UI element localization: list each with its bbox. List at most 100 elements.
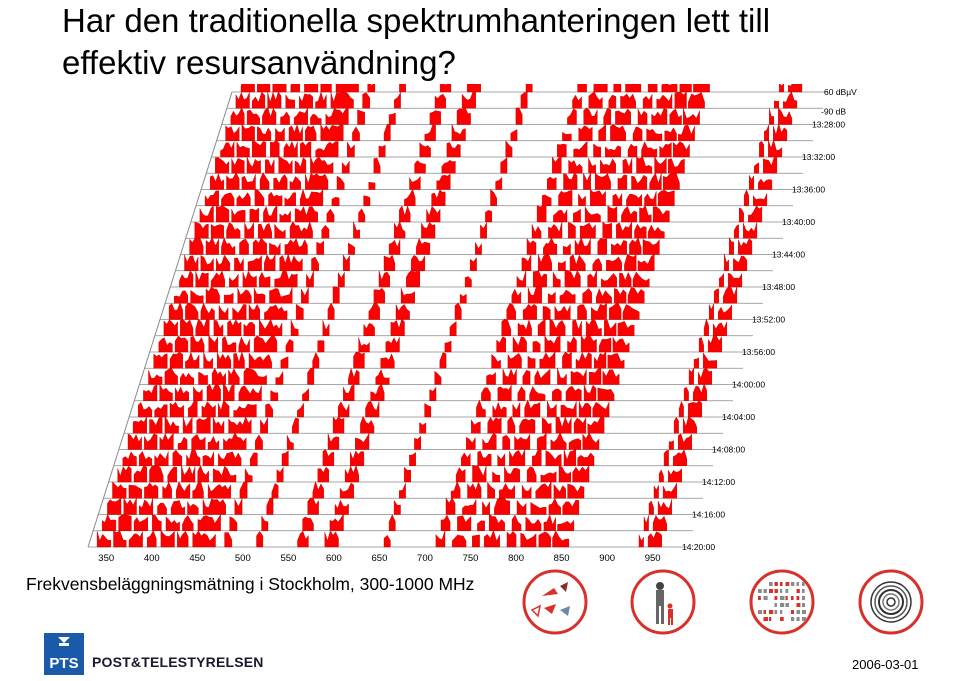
spectrum-trace xyxy=(348,242,355,255)
spectrum-trace xyxy=(597,237,607,255)
spectrum-trace xyxy=(542,417,552,434)
spectrum-trace xyxy=(353,221,360,239)
spectrum-trace xyxy=(383,123,391,141)
spectrum-trace xyxy=(554,305,571,320)
spectrum-trace xyxy=(270,140,280,158)
spectrum-trace xyxy=(234,257,244,271)
spectrum-trace xyxy=(519,418,536,434)
spectrum-trace xyxy=(206,383,221,401)
spectrum-trace xyxy=(248,303,260,320)
spectrum-trace xyxy=(225,125,240,141)
spectrum-trace xyxy=(548,221,563,239)
spectrum-trace xyxy=(174,335,189,353)
spectrum-trace xyxy=(259,271,271,288)
barcode-bar xyxy=(796,589,800,593)
spectrum-trace xyxy=(568,222,576,239)
spectrum-trace xyxy=(525,84,533,93)
spectrum-trace xyxy=(184,254,199,271)
spectrum-trace xyxy=(336,175,345,190)
spectrum-trace xyxy=(744,189,749,206)
spectrum-trace xyxy=(693,383,707,401)
time-label: 13:56:00 xyxy=(742,347,775,357)
spectrum-trace xyxy=(496,336,506,353)
spectrum-trace xyxy=(527,355,536,369)
spectrum-trace xyxy=(341,160,350,174)
spectrum-trace xyxy=(553,483,566,499)
spectrum-trace xyxy=(195,318,210,336)
spectrum-trace xyxy=(549,318,566,336)
spectrum-trace xyxy=(414,435,421,450)
spectrum-trace xyxy=(624,253,637,271)
spectrum-trace xyxy=(113,530,127,548)
spectrum-trace xyxy=(526,237,537,255)
spectrum-trace xyxy=(584,206,601,223)
spectrum-trace xyxy=(280,356,289,369)
spectrum-trace xyxy=(203,352,213,369)
spectrum-trace xyxy=(320,123,344,141)
spectrum-trace xyxy=(170,500,185,515)
spectrum-trace xyxy=(357,109,365,125)
spectrum-trace xyxy=(244,222,254,239)
spectrum-trace xyxy=(582,288,592,304)
spectrum-trace xyxy=(477,520,485,531)
spectrum-trace xyxy=(577,304,587,320)
spectrum-trace xyxy=(434,93,446,109)
spectrum-trace xyxy=(610,123,626,141)
spectrum-trace xyxy=(207,484,231,499)
spectrum-trace xyxy=(591,303,607,320)
spectrum-trace xyxy=(524,399,541,418)
spectrum-trace xyxy=(482,500,490,515)
spectrum-trace xyxy=(563,243,571,255)
spectrum-trace xyxy=(632,271,650,288)
spectrum-trace xyxy=(186,448,201,466)
spectrum-trace xyxy=(200,255,214,271)
spectrum-trace xyxy=(563,448,576,466)
spectrum-trace xyxy=(285,339,294,353)
spectrum-trace xyxy=(238,385,262,401)
barcode-bar xyxy=(796,603,801,607)
spectrum-trace xyxy=(123,497,137,515)
spectrum-trace xyxy=(164,415,179,434)
spectrum-trace xyxy=(588,157,596,174)
spectrum-trace xyxy=(380,353,395,369)
spectrum-trace xyxy=(160,529,175,548)
spectrum-trace xyxy=(451,124,466,141)
spectrum-trace xyxy=(788,84,803,93)
spectrum-trace xyxy=(253,335,278,353)
spectrum-trace xyxy=(177,436,188,450)
spectrum-trace xyxy=(399,84,406,93)
spectrum-trace xyxy=(139,451,153,466)
spectrum-trace xyxy=(457,515,472,531)
spectrum-trace xyxy=(575,351,592,369)
spectrum-trace xyxy=(127,433,142,450)
spectrum-trace xyxy=(205,286,220,304)
spectrum-trace xyxy=(253,287,266,304)
spectrum-trace xyxy=(497,453,506,466)
spectrum-trace xyxy=(552,388,562,401)
barcode-circle-icon xyxy=(749,569,815,635)
spectrum-trace xyxy=(311,256,319,271)
spectrum-trace xyxy=(511,288,522,304)
spectrum-trace xyxy=(763,156,778,174)
spectrum-trace xyxy=(509,449,526,466)
spectrum-trace xyxy=(404,466,411,483)
spectrum-trace xyxy=(587,416,605,434)
spectrum-trace xyxy=(543,514,556,531)
spectrum-trace xyxy=(641,141,658,158)
spectrum-trace xyxy=(642,238,660,255)
spectrum-trace xyxy=(197,465,209,483)
spectrum-trace xyxy=(639,205,652,223)
barcode-bar xyxy=(802,603,805,607)
barcode-bar xyxy=(774,603,777,607)
spectrum-trace xyxy=(297,530,309,548)
spectrum-trace xyxy=(406,270,420,288)
spectrum-trace xyxy=(181,465,196,483)
spectrum-trace xyxy=(231,158,245,174)
spectrum-trace xyxy=(221,192,235,206)
spectrum-trace xyxy=(456,107,471,125)
spectrum-trace xyxy=(768,139,783,158)
barcode-bar xyxy=(780,610,783,614)
spectrum-trace xyxy=(507,353,522,369)
spectrum-trace xyxy=(653,485,659,499)
spectrum-trace xyxy=(179,270,194,288)
